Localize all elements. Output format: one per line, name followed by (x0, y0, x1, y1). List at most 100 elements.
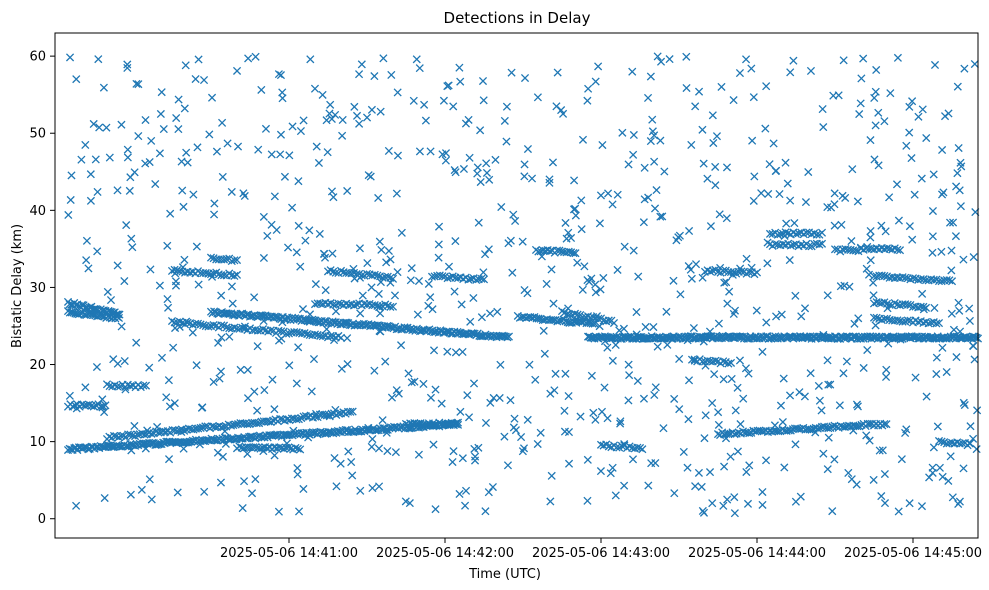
detection-point (509, 210, 518, 219)
track-detection-point (238, 323, 247, 332)
detection-point (276, 71, 286, 80)
detection-point (368, 434, 377, 444)
track-detection-point (893, 245, 902, 254)
detection-point (376, 309, 385, 318)
detection-point (288, 122, 297, 131)
detection-point (748, 136, 757, 145)
track-detection-point (184, 424, 193, 433)
track-detection-point (102, 441, 112, 450)
detection-point (489, 393, 498, 403)
detection-point (714, 420, 723, 429)
detection-point (377, 245, 386, 254)
detection-point (616, 417, 625, 426)
detection-point (698, 273, 707, 282)
detection-point (624, 360, 633, 369)
detection-point (547, 471, 556, 480)
detection-point (795, 388, 804, 397)
detection-point (559, 109, 568, 118)
detection-point (910, 190, 919, 199)
detection-point (918, 105, 927, 114)
detection-point (722, 163, 732, 172)
track-detection-point (199, 321, 208, 330)
detection-point (383, 446, 392, 456)
detection-point (393, 88, 402, 97)
detection-point (272, 225, 281, 234)
detection-point (180, 104, 189, 113)
track-detection-point (635, 443, 645, 453)
detection-point (697, 482, 706, 491)
detection-point (520, 73, 530, 83)
detection-point (267, 150, 276, 159)
track-detection-point (141, 381, 151, 390)
track-detection-point (504, 332, 514, 341)
detection-point (591, 77, 600, 86)
detection-point (917, 174, 926, 183)
detection-point (729, 96, 738, 105)
detection-point (217, 291, 226, 300)
detection-point (493, 307, 502, 316)
detection-point (280, 172, 289, 181)
track-detection-point (219, 422, 229, 431)
detection-point (699, 508, 709, 517)
detection-point (628, 67, 637, 76)
detection-point (545, 175, 554, 184)
detection-point (791, 497, 800, 506)
detection-point (337, 364, 346, 373)
track-detection-point (124, 430, 133, 439)
detection-point (460, 501, 470, 510)
detection-point (848, 165, 857, 174)
detection-point (363, 258, 372, 268)
detection-point (714, 408, 723, 417)
detection-point (173, 488, 182, 497)
track-detection-point (815, 240, 824, 249)
track-detection-point (713, 430, 723, 439)
detection-point (761, 456, 771, 465)
detection-point (441, 156, 450, 165)
detection-point (200, 487, 209, 496)
detection-point (562, 234, 571, 243)
detection-point (691, 482, 700, 491)
track-detection-point (745, 429, 754, 438)
detection-point (665, 55, 674, 64)
track-detection-point (945, 276, 954, 285)
detection-point (322, 116, 331, 125)
track-detection-point (476, 332, 485, 341)
detection-point (397, 228, 406, 237)
detection-point (367, 283, 376, 292)
detection-point (959, 398, 968, 407)
track-detection-point (114, 433, 123, 442)
detection-point (250, 387, 259, 396)
track-detection-point (183, 318, 192, 327)
detection-point (972, 445, 981, 454)
detection-point (553, 68, 562, 77)
detection-point (531, 375, 540, 384)
track-detection-point (284, 329, 294, 338)
detection-point (954, 499, 963, 509)
detection-point (838, 191, 847, 200)
detection-point (205, 130, 214, 139)
detection-point (123, 145, 132, 154)
detection-point (421, 116, 430, 125)
detection-point (549, 299, 558, 308)
detection-point (307, 387, 316, 396)
detection-point (426, 147, 435, 156)
detection-point (818, 105, 827, 114)
detection-point (497, 202, 506, 212)
detection-point (797, 312, 806, 321)
detection-point (374, 444, 384, 453)
track-detection-point (201, 422, 210, 431)
detection-point (263, 231, 272, 240)
track-detection-point (745, 268, 754, 277)
track-detection-point (346, 407, 355, 416)
detection-point (405, 499, 414, 508)
detection-point (932, 353, 941, 362)
detection-point (292, 379, 301, 388)
track-detection-point (937, 437, 946, 446)
detection-point (426, 393, 436, 402)
track-detection-point (893, 316, 902, 325)
detection-point (703, 174, 712, 183)
detection-point (507, 68, 516, 77)
detection-point (511, 426, 520, 435)
detection-point (871, 87, 880, 96)
